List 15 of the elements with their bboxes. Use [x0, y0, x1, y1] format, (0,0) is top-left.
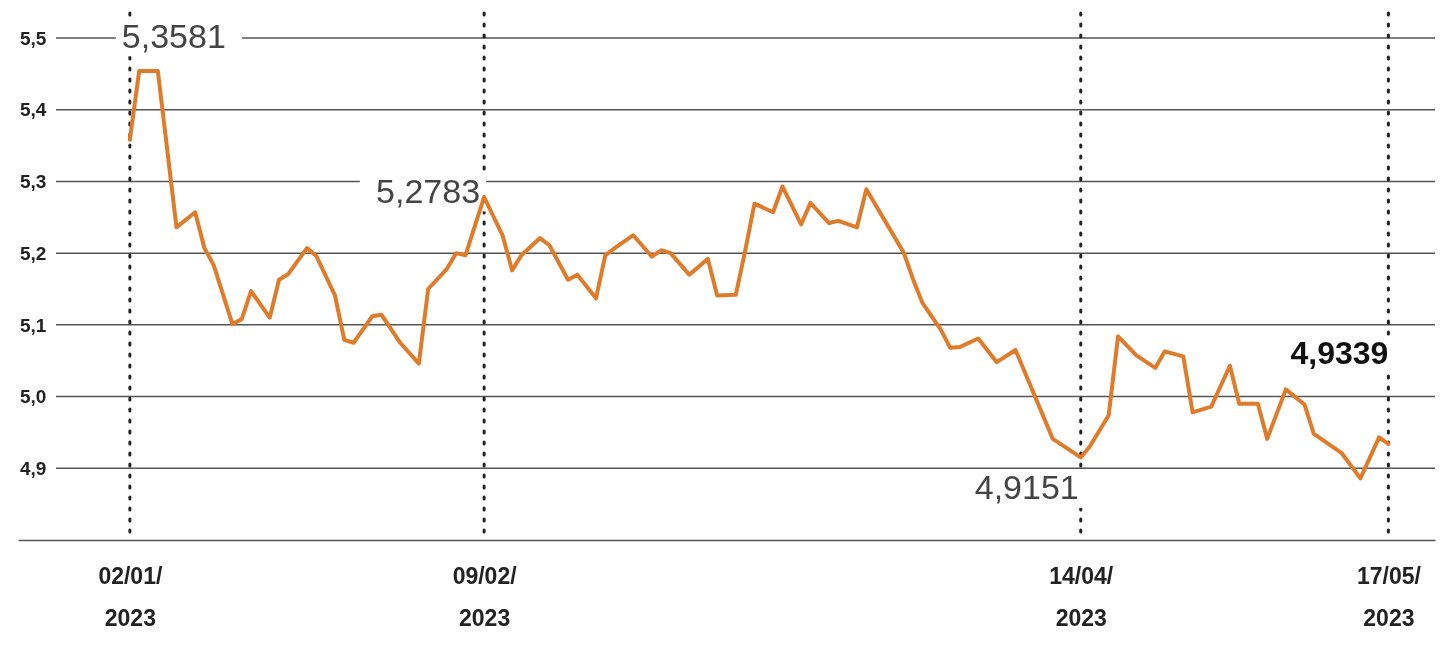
y-tick-label: 5,2 — [20, 242, 47, 264]
x-tick-label: 02/01/ 2023 — [98, 563, 163, 631]
x-tick-label: 14/04/ 2023 — [1049, 563, 1114, 631]
annotation: 4,9339 — [1290, 334, 1389, 371]
x-tick-label: 09/02/ 2023 — [452, 563, 518, 631]
annotation: 4,9151 — [974, 468, 1079, 507]
x-tick-label: 17/05/ 2023 — [1356, 563, 1422, 631]
y-tick-label: 4,9 — [20, 457, 47, 479]
y-tick-label: 5,0 — [20, 386, 47, 408]
annotation: 5,3581 — [121, 16, 226, 55]
annotation: 5,2783 — [376, 171, 481, 210]
y-tick-label: 5,5 — [20, 27, 47, 49]
y-tick-label: 5,1 — [20, 314, 47, 336]
y-tick-label: 5,4 — [20, 99, 47, 121]
y-tick-label: 5,3 — [20, 171, 47, 193]
